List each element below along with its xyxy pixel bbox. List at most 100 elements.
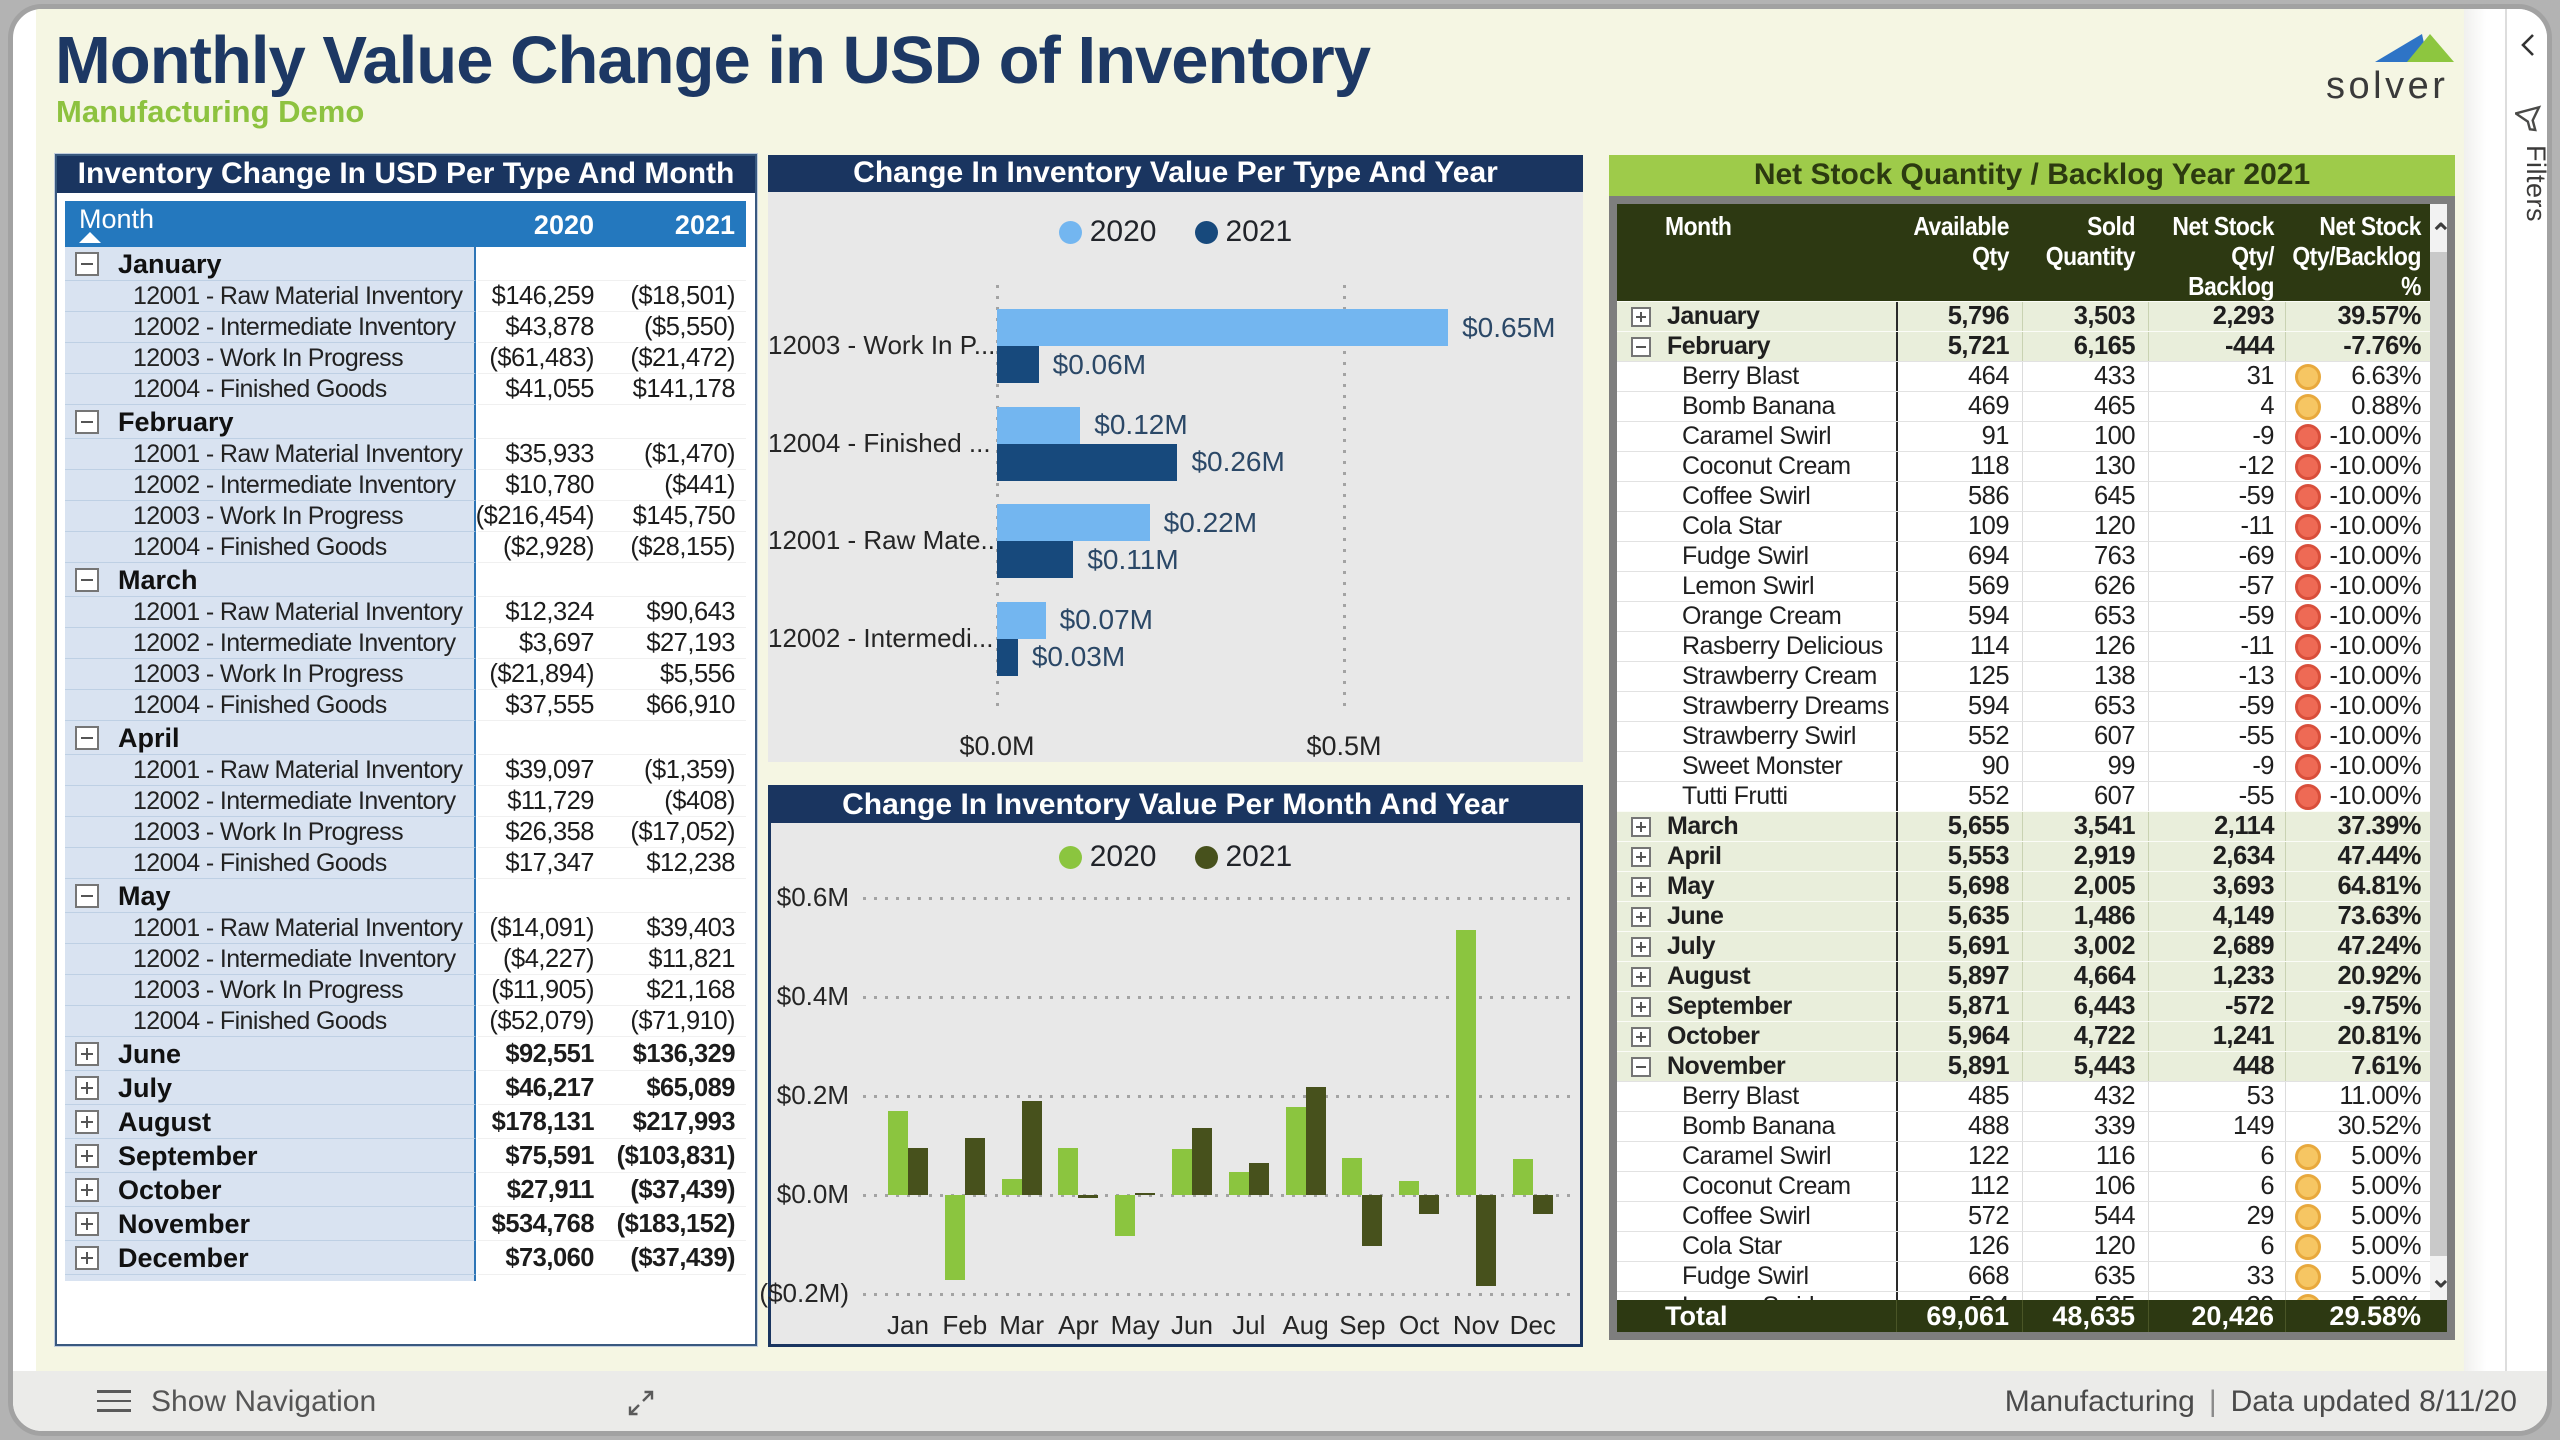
row-label[interactable]: Rasberry Delicious [1682, 632, 1883, 660]
row-label[interactable]: Tutti Frutti [1682, 782, 1788, 810]
row-label[interactable]: Fudge Swirl [1682, 542, 1809, 570]
expand-icon[interactable] [1631, 1026, 1651, 1047]
legend-item-2021[interactable]: 2021 [1194, 840, 1292, 874]
month-label[interactable]: July [118, 1072, 173, 1103]
item-label[interactable]: 12004 - Finished Goods [133, 533, 387, 561]
expand-icon[interactable] [1631, 306, 1651, 327]
collapse-icon[interactable] [75, 884, 99, 908]
expand-icon[interactable] [1631, 936, 1651, 957]
item-label[interactable]: 12002 - Intermediate Inventory [133, 471, 456, 499]
bar-2021-Oct[interactable] [1419, 1195, 1440, 1214]
row-label[interactable]: November [1667, 1052, 1786, 1080]
collapse-icon[interactable] [75, 726, 99, 750]
expand-icon[interactable] [75, 1076, 99, 1100]
bar-2021-12003 - Work In P...[interactable] [997, 346, 1039, 383]
month-label[interactable]: June [118, 1038, 182, 1069]
net-stock-scrollbar[interactable]: ⌃ ⌄ [2430, 204, 2452, 1300]
row-label[interactable]: June [1667, 902, 1724, 930]
bar-2021-Dec[interactable] [1532, 1195, 1553, 1214]
bar-2021-Jun[interactable] [1192, 1127, 1212, 1195]
bar-2020-12001 - Raw Mate...[interactable] [997, 504, 1150, 541]
row-label[interactable]: Coconut Cream [1682, 1172, 1851, 1200]
bar-2021-Jul[interactable] [1248, 1162, 1269, 1195]
bar-2020-12003 - Work In P...[interactable] [997, 309, 1449, 346]
bar-2020-Nov[interactable] [1456, 930, 1476, 1195]
expand-icon[interactable] [75, 1212, 99, 1236]
item-label[interactable]: 12001 - Raw Material Inventory [133, 914, 463, 942]
item-label[interactable]: 12003 - Work In Progress [133, 502, 404, 530]
row-label[interactable]: July [1667, 932, 1716, 960]
row-label[interactable]: Orange Cream [1682, 602, 1842, 630]
bar-2020-Mar[interactable] [1001, 1179, 1022, 1195]
row-label[interactable]: Bomb Banana [1682, 392, 1835, 420]
expand-icon[interactable] [1631, 966, 1651, 987]
bar-2021-12004 - Finished ...[interactable] [997, 443, 1178, 481]
net-stock-col-4[interactable]: Net Stock Qty/Backlog % [2292, 211, 2421, 302]
item-label[interactable]: 12004 - Finished Goods [133, 691, 387, 719]
row-label[interactable]: Berry Blast [1682, 362, 1799, 390]
month-label[interactable]: September [118, 1140, 258, 1171]
row-label[interactable]: Cola Star [1682, 1232, 1782, 1260]
filter-icon[interactable] [2512, 105, 2545, 140]
expand-icon[interactable] [75, 1178, 99, 1202]
bar-2020-Feb[interactable] [944, 1195, 965, 1281]
filters-label[interactable]: Filters [2521, 145, 2551, 222]
item-label[interactable]: 12002 - Intermediate Inventory [133, 945, 456, 973]
expand-icon[interactable] [75, 1110, 99, 1134]
item-label[interactable]: 12002 - Intermediate Inventory [133, 629, 456, 657]
legend-item-2020[interactable]: 2020 [1058, 215, 1157, 249]
month-label[interactable]: December [118, 1242, 249, 1273]
expand-icon[interactable] [1631, 846, 1651, 867]
row-label[interactable]: Sweet Monster [1682, 752, 1843, 780]
bar-2021-May[interactable] [1135, 1193, 1156, 1195]
row-label[interactable]: Coffee Swirl [1682, 1202, 1811, 1230]
col-month[interactable]: Month [79, 204, 155, 234]
row-label[interactable]: Fudge Swirl [1682, 1262, 1809, 1290]
row-label[interactable]: Berry Blast [1682, 1082, 1799, 1110]
item-label[interactable]: 12004 - Finished Goods [133, 1007, 387, 1035]
row-label[interactable]: Lemon Swirl [1682, 572, 1815, 600]
bar-2020-Aug[interactable] [1285, 1106, 1306, 1195]
bar-2020-Jun[interactable] [1172, 1149, 1192, 1195]
row-label[interactable]: Strawberry Cream [1682, 662, 1877, 690]
month-label[interactable]: April [118, 722, 180, 753]
expand-icon[interactable] [1631, 996, 1651, 1017]
bar-2020-Jan[interactable] [888, 1110, 908, 1195]
expand-icon[interactable] [75, 1246, 99, 1270]
month-label[interactable]: November [118, 1208, 251, 1239]
bar-2021-Apr[interactable] [1078, 1195, 1099, 1199]
exit-focus-icon[interactable] [625, 1387, 657, 1419]
legend-item-2020[interactable]: 2020 [1058, 840, 1157, 874]
item-label[interactable]: 12002 - Intermediate Inventory [133, 313, 456, 341]
collapse-icon[interactable] [75, 410, 99, 434]
col-2020[interactable]: 2020 [533, 210, 594, 240]
net-stock-col-2[interactable]: Sold Quantity [2045, 211, 2136, 272]
row-label[interactable]: Coffee Swirl [1682, 482, 1811, 510]
scrollbar-thumb[interactable] [2430, 252, 2447, 1256]
expand-icon[interactable] [1631, 876, 1651, 897]
item-label[interactable]: 12004 - Finished Goods [133, 375, 387, 403]
item-label[interactable]: 12001 - Raw Material Inventory [133, 756, 463, 784]
col-2021[interactable]: 2021 [674, 210, 735, 240]
bar-2020-12002 - Intermedi...[interactable] [997, 601, 1046, 639]
row-label[interactable]: August [1667, 962, 1751, 990]
bar-2020-Jul[interactable] [1228, 1172, 1249, 1195]
hamburger-menu-icon[interactable] [97, 1390, 131, 1414]
item-label[interactable]: 12004 - Finished Goods [133, 849, 387, 877]
month-label[interactable]: March [118, 564, 198, 595]
month-label[interactable]: August [118, 1106, 211, 1137]
row-label[interactable]: Cola Star [1682, 512, 1782, 540]
scroll-up-icon[interactable]: ⌃ [2430, 218, 2452, 248]
item-label[interactable]: 12003 - Work In Progress [133, 344, 404, 372]
bar-2020-Apr[interactable] [1058, 1148, 1079, 1195]
net-stock-col-3[interactable]: Net Stock Qty/ Backlog [2172, 211, 2274, 302]
item-label[interactable]: 12003 - Work In Progress [133, 818, 404, 846]
net-stock-col-0[interactable]: Month [1665, 211, 1732, 241]
item-label[interactable]: 12001 - Raw Material Inventory [133, 598, 463, 626]
bar-2020-Dec[interactable] [1512, 1158, 1533, 1195]
expand-icon[interactable] [1631, 906, 1651, 927]
row-label[interactable]: Bomb Banana [1682, 1112, 1835, 1140]
item-label[interactable]: 12001 - Raw Material Inventory [133, 282, 463, 310]
expand-icon[interactable] [75, 1042, 99, 1066]
net-stock-col-1[interactable]: Available Qty [1913, 211, 2009, 272]
